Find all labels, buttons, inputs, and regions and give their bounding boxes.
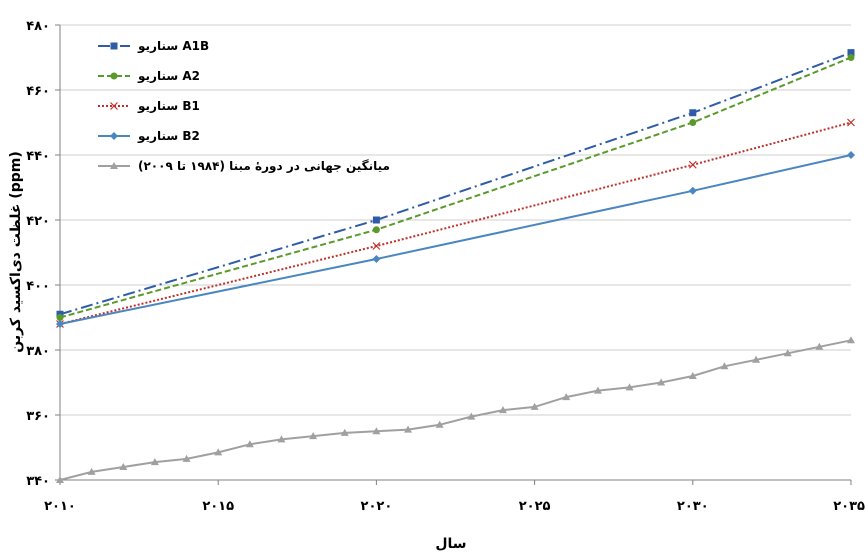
y-tick-label: ۴۰۰	[26, 279, 50, 294]
x-tick-label: ۲۰۱۰	[44, 499, 76, 514]
data-point	[688, 160, 697, 169]
legend-item: میانگین جهانی در دورهٔ مبنا (۱۹۸۴ تا ۲۰۰…	[98, 159, 390, 174]
data-point	[689, 119, 697, 126]
data-point	[688, 186, 697, 195]
data-point	[467, 412, 476, 420]
data-point	[372, 226, 380, 234]
x-axis-title: سال	[435, 536, 466, 552]
legend-item: سناریو B1	[98, 99, 200, 114]
legend: سناریو A1B سناریو A2 سناریو B1 سناریو B2 میا…	[98, 39, 390, 174]
data-point	[689, 109, 697, 117]
data-point	[847, 49, 855, 57]
data-point	[56, 320, 64, 328]
y-tick-label: ۴۶۰	[26, 84, 50, 99]
data-point	[847, 54, 855, 61]
legend-label: میانگین جهانی در دورهٔ مبنا (۱۹۸۴ تا ۲۰۰…	[138, 159, 390, 174]
grid-lines	[60, 24, 851, 416]
x-tick-label: ۲۰۱۵	[202, 499, 234, 514]
data-point	[56, 476, 64, 483]
data-point	[498, 406, 507, 414]
legend-item: سناریو A2	[98, 69, 200, 84]
data-point	[110, 42, 118, 50]
y-tick-labels: ۳۴۰ ۳۶۰ ۳۸۰ ۴۰۰ ۴۲۰ ۴۴۰ ۴۶۰ ۴۸۰	[26, 19, 50, 489]
x-tick-label: ۲۰۳۵	[833, 499, 865, 514]
data-point	[110, 132, 118, 140]
data-point	[56, 314, 64, 321]
series	[56, 49, 855, 318]
data-point	[562, 393, 571, 401]
data-point	[110, 162, 118, 169]
series	[56, 54, 855, 321]
data-point	[309, 432, 318, 440]
data-point	[119, 463, 128, 470]
data-point	[435, 420, 444, 428]
data-point	[688, 372, 697, 379]
y-axis-title: غلظت دی‌اکسید کربن (ppm)	[8, 151, 24, 353]
legend-label: سناریو B2	[137, 129, 200, 144]
series-line	[59, 56, 852, 319]
y-tick-label: ۳۶۰	[26, 409, 50, 424]
data-point	[150, 458, 159, 466]
data-point	[847, 118, 855, 127]
x-tick-label: ۲۰۲۰	[361, 499, 393, 514]
data-point	[372, 216, 380, 224]
series	[56, 118, 855, 328]
series-line	[59, 154, 852, 325]
y-tick-label: ۴۲۰	[26, 214, 50, 229]
data-point	[372, 242, 381, 250]
data-point	[214, 448, 223, 456]
y-tick-label: ۳۸۰	[26, 344, 50, 359]
legend-item: سناریو A1B	[98, 39, 209, 54]
y-tick-label: ۴۸۰	[26, 19, 50, 34]
x-tick-label: ۲۰۲۵	[519, 499, 551, 514]
data-point	[372, 427, 381, 435]
data-point	[657, 378, 666, 386]
data-point	[752, 355, 761, 363]
series-layer	[56, 49, 855, 483]
series-line	[59, 51, 852, 316]
y-tick-label: ۴۴۰	[26, 149, 50, 164]
series	[56, 151, 855, 328]
data-point	[340, 428, 349, 436]
axes	[55, 24, 852, 485]
data-point	[87, 467, 96, 475]
legend-item: سناریو B2	[98, 129, 200, 144]
x-tick-labels: ۲۰۱۰ ۲۰۱۵ ۲۰۲۰ ۲۰۲۵ ۲۰۳۰ ۲۰۳۵	[44, 499, 865, 514]
data-point	[182, 454, 191, 462]
data-point	[110, 72, 118, 80]
data-point	[625, 383, 634, 391]
x-tick-label: ۲۰۳۰	[677, 499, 709, 514]
series-line	[59, 121, 852, 325]
series-line	[59, 339, 852, 481]
legend-label: سناریو A1B	[137, 39, 209, 54]
data-point	[720, 362, 729, 370]
data-point	[847, 336, 855, 344]
data-point	[245, 440, 254, 448]
data-point	[277, 435, 286, 443]
legend-label: سناریو B1	[137, 99, 200, 114]
y-tick-label: ۳۴۰	[26, 474, 50, 489]
data-point	[847, 151, 855, 159]
data-point	[404, 425, 413, 433]
data-point	[110, 102, 118, 110]
data-point	[372, 255, 381, 263]
data-point	[783, 349, 792, 357]
data-point	[815, 342, 824, 350]
data-point	[530, 402, 539, 410]
legend-label: سناریو A2	[137, 69, 200, 84]
data-point	[593, 386, 602, 394]
series	[56, 336, 855, 483]
